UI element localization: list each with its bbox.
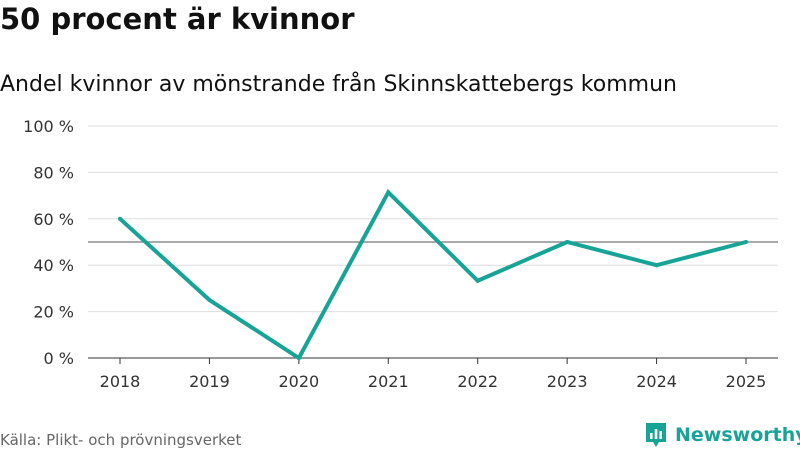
brand-logo: Newsworthy [644,420,800,450]
x-tick-label: 2023 [547,372,588,391]
x-tick-label: 2019 [189,372,230,391]
y-tick-label: 80 % [33,163,74,182]
x-tick-label: 2024 [636,372,677,391]
line-chart: 0 % 20 % 40 % 60 % 80 % 100 % 2018 2019 2020 2021… [23,117,778,391]
y-tick-label: 40 % [33,256,74,275]
y-tick-label: 0 % [44,349,74,368]
source-note: Källa: Plikt- och prövningsverket [0,431,242,449]
x-tick-label: 2020 [278,372,319,391]
y-tick-label: 20 % [33,303,74,322]
data-point [744,240,748,244]
x-tick-label: 2025 [726,372,767,391]
chart-subtitle: Andel kvinnor av mönstrande från Skinnsk… [0,72,677,97]
data-point [475,278,480,283]
y-tick-label: 60 % [33,210,74,229]
data-point [296,356,301,360]
series-line [118,189,747,361]
brand-name: Newsworthy [675,424,800,446]
x-tick-label: 2018 [100,372,141,391]
data-point [118,216,122,221]
chart-title: 50 procent är kvinnor [0,2,355,36]
data-point [386,190,391,195]
data-point [207,298,212,302]
data-point [565,240,570,244]
x-tick-label: 2022 [457,372,498,391]
data-point [654,263,659,268]
newsworthy-logo-icon [646,423,666,447]
y-tick-label: 100 % [23,117,74,136]
x-tick-label: 2021 [368,372,409,391]
